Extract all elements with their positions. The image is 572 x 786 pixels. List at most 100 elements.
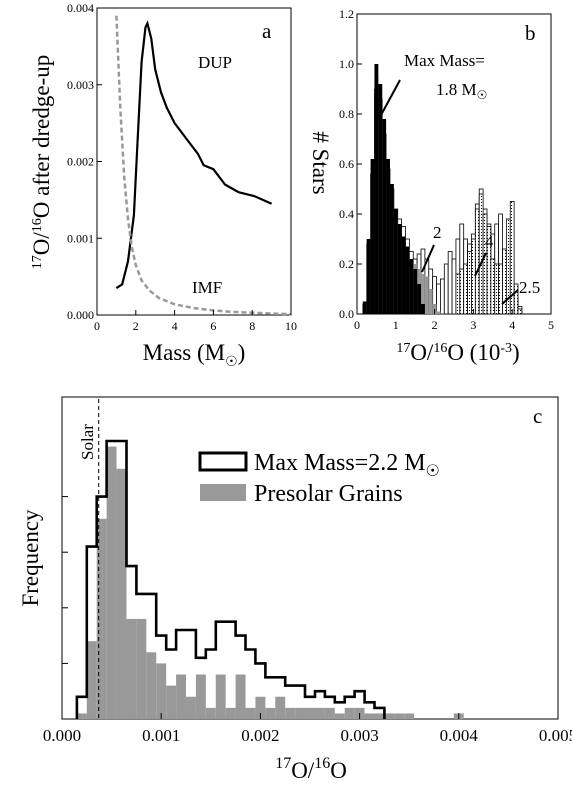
hist-bar-2.5 xyxy=(436,283,441,315)
panel-a-letter: a xyxy=(262,19,272,43)
x-tick-label: 0.001 xyxy=(142,726,180,745)
y-tick-label: 0.001 xyxy=(67,231,94,245)
x-tick-label: 10 xyxy=(285,319,297,333)
label-2: 2 xyxy=(433,223,442,242)
hist-bar-1.8 xyxy=(401,236,406,314)
presolar-bar xyxy=(374,713,385,719)
hist-bar-2 xyxy=(428,289,433,314)
hist-bar-4 xyxy=(463,263,468,315)
hist-bar-4 xyxy=(482,213,488,315)
label-25: 2.5 xyxy=(519,278,540,297)
x-tick-label: 2 xyxy=(432,318,438,332)
panel-b-y-title: # Stars xyxy=(308,131,333,194)
x-tick-label: 6 xyxy=(210,319,216,333)
imf-label: IMF xyxy=(192,278,222,297)
presolar-bar xyxy=(166,685,177,719)
hist-bar-1.8 xyxy=(378,84,383,314)
panel-a-x-ticks: 0 2 4 6 8 10 xyxy=(94,310,297,333)
presolar-bar xyxy=(205,707,216,719)
presolar-bar xyxy=(225,707,236,719)
panel-a: a DUP IMF 0 2 4 6 8 10 0.0000.0010.0020.0030.… xyxy=(29,1,297,370)
series-line-imf xyxy=(115,15,292,316)
x-tick-label: 0 xyxy=(94,319,100,333)
panel-a-y-title: 17O/16O after dredge-up xyxy=(29,55,54,269)
x-tick-label: 8 xyxy=(249,319,255,333)
presolar-bar xyxy=(146,652,157,719)
x-tick-label: 2 xyxy=(133,319,139,333)
max-mass-label-line1: Max Mass= xyxy=(404,51,485,70)
y-tick-label: 0.002 xyxy=(67,155,94,169)
hist-bar-4 xyxy=(471,238,476,315)
x-tick-label: 0.002 xyxy=(241,726,279,745)
max-mass-histogram-outline xyxy=(75,439,386,719)
solar-label: Solar xyxy=(78,424,97,460)
presolar-bar xyxy=(255,696,266,719)
hist-bar-1.8 xyxy=(417,284,422,314)
x-tick-label: 1 xyxy=(393,318,399,332)
presolar-bar xyxy=(136,618,147,719)
x-tick-label: 3 xyxy=(470,318,476,332)
hist-bar-4 xyxy=(517,308,523,315)
hist-bar-4 xyxy=(478,193,484,315)
hist-bar-4 xyxy=(498,263,503,315)
presolar-bar xyxy=(195,674,206,719)
label-2-pointer xyxy=(421,244,435,273)
panel-c-letter: c xyxy=(533,404,542,428)
hist-bar-2.5 xyxy=(447,251,453,315)
hist-bar-1.8 xyxy=(397,224,402,314)
hist-bar-4 xyxy=(467,251,472,315)
panel-a-x-title: Mass (M☉) xyxy=(143,340,246,370)
presolar-bar xyxy=(305,707,315,719)
legend-swatch-outline xyxy=(198,451,248,472)
y-tick-label: 0.8 xyxy=(339,107,354,121)
y-tick-label: 0.000 xyxy=(67,308,94,322)
hist-bar-1.8 xyxy=(421,304,425,314)
hist-bar-4 xyxy=(459,268,465,315)
hist-bar-1.8 xyxy=(405,246,410,314)
y-tick-label: 1.0 xyxy=(339,57,354,71)
presolar-bar xyxy=(215,674,226,719)
y-tick-label: 0.4 xyxy=(339,207,354,221)
hist-bar-1.8 xyxy=(382,119,387,314)
presolar-bar xyxy=(176,674,186,719)
hist-bar-4 xyxy=(490,258,496,315)
hist-bar-2 xyxy=(436,311,441,314)
max-mass-pointer xyxy=(379,79,401,118)
hist-bar-4 xyxy=(474,208,480,315)
legend-swatch-gray xyxy=(200,484,246,501)
presolar-bar xyxy=(404,713,415,719)
y-tick-label: 1.2 xyxy=(339,7,354,21)
presolar-bar xyxy=(106,446,117,719)
panel-b-plot xyxy=(362,64,523,315)
presolar-bar xyxy=(334,713,345,719)
x-tick-label: 0.000 xyxy=(43,726,81,745)
presolar-bar xyxy=(324,707,335,719)
y-tick-label: 0.0 xyxy=(339,307,354,321)
presolar-bar xyxy=(295,707,306,719)
panel-c-x-title: 17O/16O xyxy=(275,755,347,783)
x-tick-label: 0 xyxy=(354,318,360,332)
dup-label: DUP xyxy=(198,53,232,72)
x-tick-label: 4 xyxy=(509,318,515,332)
presolar-bar xyxy=(275,696,286,719)
hist-bar-1.8 xyxy=(393,209,398,314)
presolar-bar xyxy=(116,468,127,719)
legend-label-presolar: Presolar Grains xyxy=(254,481,403,507)
hist-bar-1.8 xyxy=(389,184,394,314)
hist-bar-4 xyxy=(494,263,500,315)
presolar-bar xyxy=(344,707,355,719)
presolar-bar xyxy=(364,713,375,719)
hist-bar-2.5 xyxy=(451,258,457,315)
label-4-pointer xyxy=(474,252,487,277)
panel-c: c Solar Max Mass=2.2 M☉ Presolar Grains … xyxy=(18,396,572,783)
x-tick-label: 5 xyxy=(548,318,554,332)
panel-a-y-ticks: 0.000 0.001 0.002 0.003 0.004 xyxy=(67,1,102,322)
y-tick-label: 0.003 xyxy=(67,78,94,92)
hist-bar-1.8 xyxy=(386,159,390,314)
hist-bar-2 xyxy=(421,274,425,314)
panel-b-letter: b xyxy=(525,21,536,45)
hist-bar-1.8 xyxy=(370,159,375,314)
presolar-bar xyxy=(186,696,196,719)
panel-b-y-ticks: 0.0 0.2 0.4 0.6 0.8 1.0 1.2 xyxy=(339,7,362,321)
